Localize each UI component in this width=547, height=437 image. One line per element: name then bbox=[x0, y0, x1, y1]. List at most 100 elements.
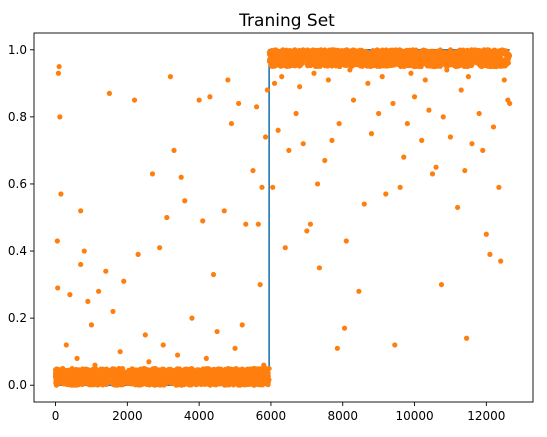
data-point bbox=[286, 147, 292, 154]
data-point bbox=[454, 50, 460, 56]
data-point bbox=[458, 54, 465, 60]
data-point bbox=[307, 221, 314, 227]
data-point bbox=[90, 382, 96, 388]
data-point bbox=[242, 373, 248, 380]
data-point bbox=[294, 56, 300, 62]
data-point bbox=[157, 245, 163, 251]
data-point bbox=[106, 90, 112, 96]
data-point bbox=[268, 61, 274, 67]
data-point bbox=[230, 376, 236, 382]
data-point bbox=[78, 208, 84, 214]
data-point bbox=[56, 63, 62, 70]
data-point bbox=[61, 373, 67, 379]
data-point bbox=[239, 322, 245, 328]
data-point bbox=[347, 67, 353, 73]
chart-title: Traning Set bbox=[238, 11, 335, 31]
data-point bbox=[310, 54, 317, 60]
y-tick-label: 0.4 bbox=[8, 244, 27, 258]
data-point bbox=[433, 164, 439, 170]
data-point bbox=[253, 104, 260, 110]
data-point bbox=[188, 366, 194, 372]
data-point bbox=[85, 298, 91, 304]
data-point bbox=[430, 51, 436, 57]
data-point bbox=[370, 48, 376, 54]
data-point bbox=[483, 231, 489, 237]
data-point bbox=[323, 50, 330, 56]
data-point bbox=[340, 61, 346, 67]
data-point bbox=[74, 355, 80, 361]
data-point bbox=[175, 380, 181, 386]
plot-area bbox=[52, 47, 513, 388]
data-point bbox=[282, 245, 288, 251]
data-point bbox=[358, 52, 364, 58]
data-point bbox=[118, 381, 124, 387]
data-point bbox=[55, 285, 61, 291]
data-point bbox=[251, 382, 257, 388]
data-point bbox=[225, 77, 231, 83]
data-point bbox=[383, 47, 389, 53]
y-tick-label: 0.0 bbox=[8, 378, 27, 392]
data-point bbox=[313, 60, 320, 66]
data-point bbox=[315, 181, 321, 187]
y-tick-label: 0.6 bbox=[8, 177, 27, 191]
data-point bbox=[247, 373, 253, 379]
data-point bbox=[305, 48, 311, 54]
data-point bbox=[80, 381, 86, 387]
data-point bbox=[422, 59, 429, 65]
data-point bbox=[164, 214, 170, 221]
x-tick-label: 0 bbox=[52, 409, 60, 423]
data-point bbox=[146, 359, 152, 365]
data-point bbox=[406, 53, 412, 59]
data-point bbox=[401, 154, 407, 160]
data-point bbox=[334, 48, 340, 54]
data-point bbox=[215, 370, 221, 376]
data-point bbox=[209, 367, 215, 373]
data-point bbox=[413, 63, 419, 70]
axes: 0 2000 4000 6000 8000 10000 12000 0.0 0.2 0.4 0.6 0… bbox=[8, 32, 534, 423]
data-point bbox=[424, 53, 430, 59]
data-point bbox=[328, 52, 334, 59]
data-point bbox=[462, 167, 468, 174]
data-point bbox=[88, 322, 95, 328]
data-point bbox=[67, 292, 73, 298]
data-point bbox=[336, 120, 342, 127]
data-point bbox=[250, 366, 256, 373]
data-point bbox=[480, 147, 486, 154]
data-point bbox=[209, 379, 216, 385]
y-tick-label: 0.2 bbox=[8, 311, 27, 325]
data-point bbox=[182, 198, 188, 204]
data-point bbox=[286, 54, 292, 60]
data-point bbox=[408, 70, 414, 76]
data-point bbox=[87, 372, 93, 379]
x-tick-label: 8000 bbox=[327, 409, 358, 423]
data-point bbox=[487, 62, 494, 68]
data-point bbox=[304, 228, 310, 234]
data-point bbox=[379, 47, 386, 53]
data-point bbox=[329, 137, 335, 143]
data-point bbox=[205, 381, 211, 387]
data-point bbox=[110, 308, 116, 315]
data-point bbox=[463, 55, 469, 61]
data-point bbox=[142, 332, 148, 338]
data-point bbox=[156, 376, 162, 382]
data-point bbox=[160, 342, 166, 348]
data-point bbox=[279, 74, 285, 80]
data-point bbox=[226, 369, 233, 375]
data-point bbox=[63, 342, 69, 348]
threshold-line bbox=[55, 48, 510, 387]
data-point bbox=[264, 87, 270, 93]
data-point bbox=[221, 208, 227, 214]
data-point bbox=[216, 376, 222, 382]
data-point bbox=[178, 174, 184, 180]
data-point bbox=[112, 368, 118, 374]
data-point bbox=[356, 288, 362, 294]
data-point bbox=[262, 134, 269, 140]
data-point bbox=[435, 58, 441, 64]
data-point bbox=[196, 97, 202, 103]
data-point bbox=[440, 114, 446, 120]
data-point bbox=[243, 367, 250, 373]
data-point bbox=[228, 120, 235, 127]
data-point bbox=[368, 131, 375, 137]
data-point bbox=[458, 87, 464, 93]
